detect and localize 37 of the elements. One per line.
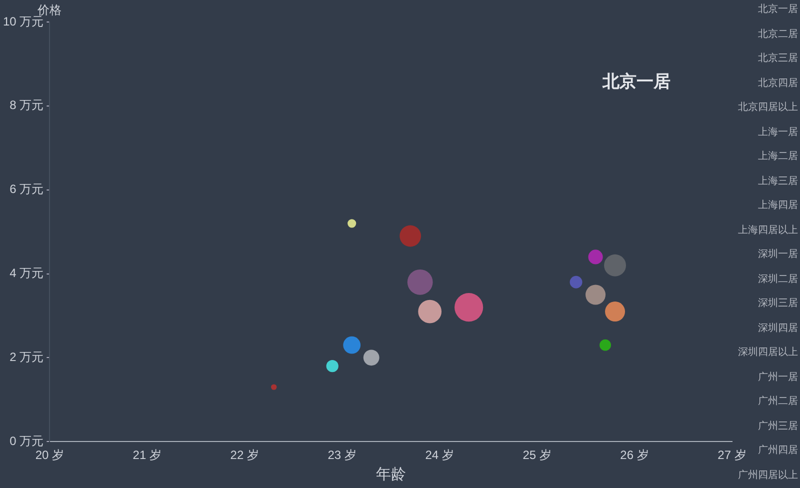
text: 深圳一居 (757, 248, 798, 262)
text: 上海一居 (757, 126, 798, 139)
text: 广州一居 (757, 370, 798, 384)
text: 上海三居 (757, 174, 798, 188)
y-tick-label: 8 万元 (10, 98, 44, 112)
x-tick-label: 23 岁 (328, 448, 356, 462)
x-tick-label: 26 岁 (620, 448, 649, 462)
x-tick-label: 22 岁 (230, 448, 259, 462)
y-tick-label: 0 万元 (10, 434, 44, 448)
text: 深圳四居 (757, 322, 798, 335)
y-tick-label: 4 万元 (10, 266, 44, 280)
y-tick-label: 6 万元 (10, 182, 44, 196)
text: 北京一居 (757, 2, 798, 16)
x-tick-label: 27 岁 (718, 448, 746, 462)
text: 广州三居 (757, 420, 798, 433)
y-axis-title: 价格 (36, 3, 62, 17)
text: 北京四居以上 (737, 100, 798, 114)
text: 广州二居 (757, 394, 798, 408)
y-tick-label: 2 万元 (10, 350, 44, 364)
y-tick-label: 10 万元 (2, 14, 44, 28)
text: 上海四居 (757, 198, 798, 212)
x-axis-title: 年龄 (376, 466, 406, 484)
x-tick-label: 25 岁 (522, 448, 552, 462)
text: 广州四居 (758, 445, 798, 456)
text: 北京二居 (757, 28, 798, 41)
x-tick-label: 20 岁 (35, 448, 64, 462)
text: 深圳二居 (757, 272, 798, 286)
text: 北京一居 (601, 72, 670, 92)
text: 广州四居以上 (737, 468, 798, 482)
text: 北京三居 (757, 52, 798, 66)
text: 深圳四居以上 (737, 346, 798, 360)
x-tick-label: 24 岁 (425, 448, 454, 462)
text: 深圳三居 (757, 296, 798, 310)
text: 上海四居以上 (737, 224, 798, 237)
text: 上海二居 (757, 150, 798, 164)
text: 北京四居 (757, 76, 798, 90)
x-tick-label: 21 岁 (132, 448, 162, 462)
